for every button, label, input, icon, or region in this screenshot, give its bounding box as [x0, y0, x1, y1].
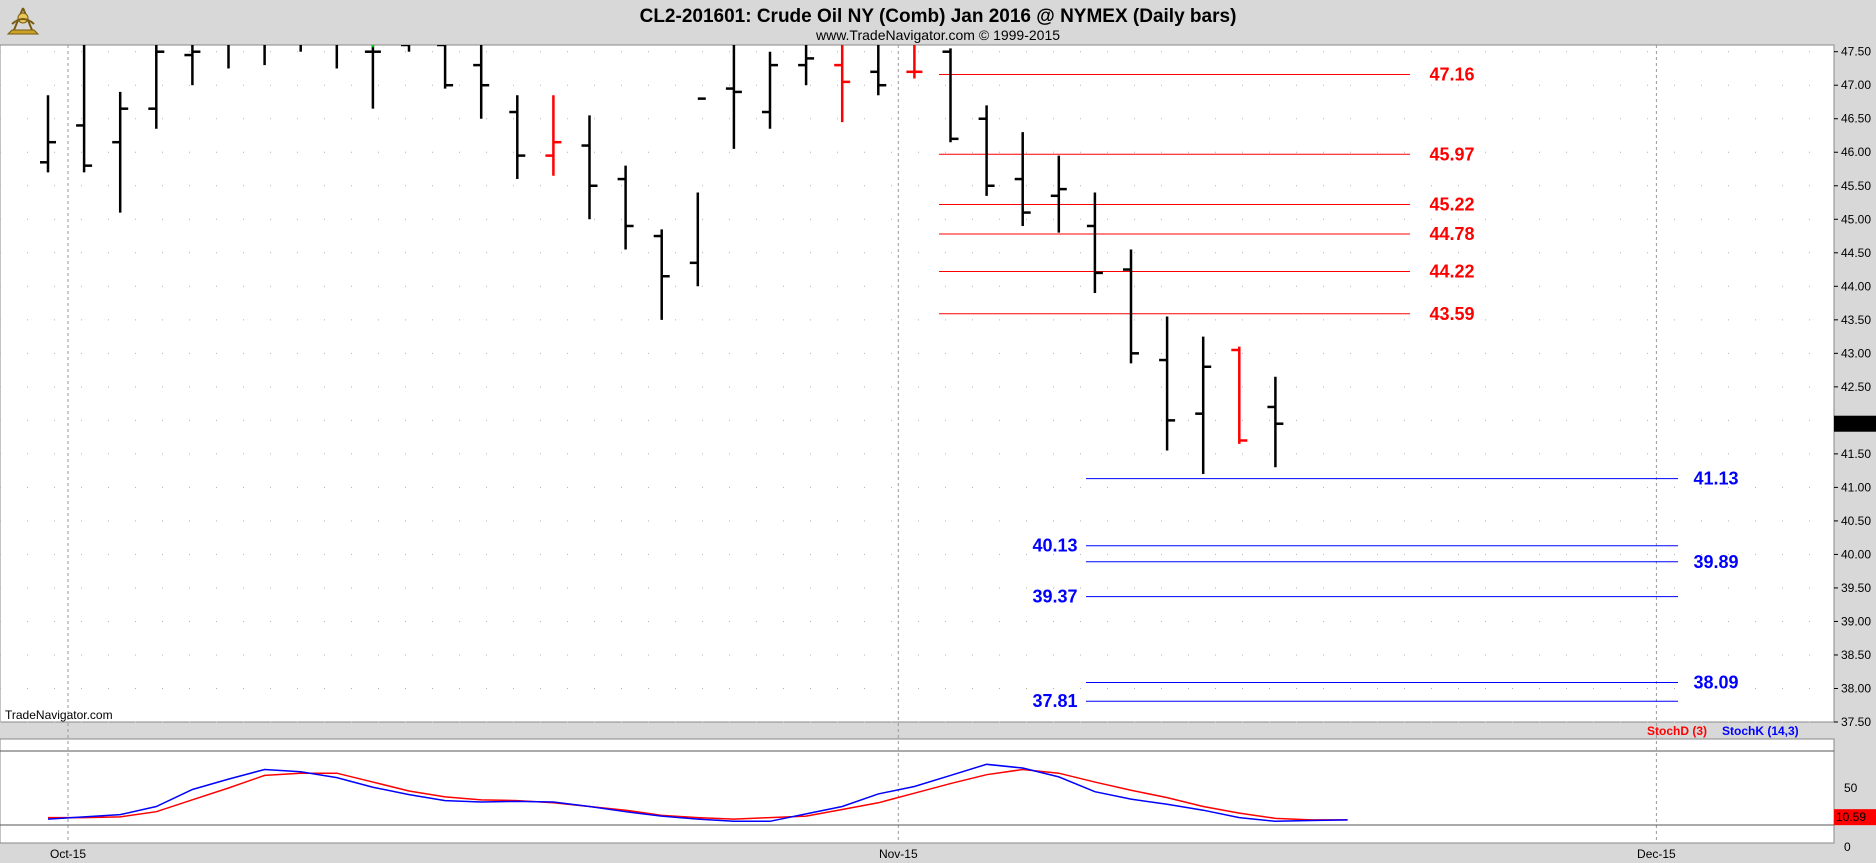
support-label: 41.13: [1693, 469, 1738, 489]
ohlc-bar: [762, 51, 778, 129]
ohlc-bar: [1123, 249, 1139, 364]
last-price-label: 41.95: [1836, 417, 1866, 431]
support-label: 38.09: [1693, 672, 1738, 692]
ohlc-bar: [227, 45, 230, 69]
ohlc-bar: [689, 97, 706, 287]
ohlc-bar: [1086, 192, 1103, 294]
price-tick-label: 39.50: [1841, 581, 1871, 595]
price-tick-label: 47.00: [1841, 78, 1871, 92]
ohlc-bar: [942, 48, 959, 143]
ohlc-bar: [1195, 336, 1212, 474]
price-tick-label: 41.00: [1841, 480, 1871, 494]
support-label: 40.13: [1032, 536, 1077, 556]
price-tick-label: 40.50: [1841, 514, 1871, 528]
ohlc-bar: [581, 115, 598, 220]
ohlc-bar: [906, 45, 923, 79]
price-tick-label: 46.50: [1841, 112, 1871, 126]
support-label: 37.81: [1032, 691, 1077, 711]
resistance-label: 44.78: [1429, 224, 1474, 244]
price-tick-label: 41.50: [1841, 447, 1871, 461]
price-panel: [0, 44, 1835, 723]
ohlc-bar: [1231, 346, 1248, 444]
ohlc-bar: [76, 45, 93, 173]
price-tick-label: 45.00: [1841, 212, 1871, 226]
sextant-logo-icon: [6, 7, 40, 35]
x-tick-label: Dec-15: [1637, 847, 1676, 861]
watermark: TradeNavigator.com: [5, 708, 113, 722]
price-tick-label: 44.00: [1841, 279, 1871, 293]
stoch-k-line: [47, 763, 1348, 823]
price-tick-label: 39.00: [1841, 614, 1871, 628]
ohlc-bar: [834, 45, 851, 123]
ohlc-bar: [112, 91, 129, 213]
resistance-label: 43.59: [1429, 304, 1474, 324]
y-axis-strip: [1834, 45, 1876, 843]
stoch-tick-label: 0: [1844, 840, 1851, 854]
price-tick-label: 42.50: [1841, 380, 1871, 394]
ohlc-bar: [978, 105, 995, 196]
ohlc-bar: [184, 45, 201, 86]
stoch-d-line: [48, 768, 1348, 821]
ohlc-bar: [798, 45, 815, 86]
price-tick-label: 38.50: [1841, 648, 1871, 662]
ohlc-bar: [1159, 316, 1176, 451]
last-price-badge: [1834, 415, 1876, 432]
resistance-label: 44.22: [1429, 262, 1474, 282]
stoch-d-legend: StochD (3): [1647, 724, 1707, 738]
header-bar: [0, 0, 1876, 45]
ohlc-bar: [1014, 132, 1031, 226]
support-label: 39.37: [1032, 587, 1077, 607]
ohlc-bar: [653, 229, 670, 320]
price-tick-label: 40.00: [1841, 547, 1871, 561]
price-tick-label: 46.00: [1841, 145, 1871, 159]
ohlc-bar: [299, 45, 302, 52]
ohlc-bar: [473, 45, 490, 119]
price-tick-label: 37.50: [1841, 715, 1871, 729]
ohlc-bar: [401, 45, 411, 52]
ohlc-bar: [870, 45, 887, 96]
resistance-label: 45.97: [1429, 144, 1474, 164]
x-axis-strip: [0, 843, 1876, 863]
support-label: 39.89: [1693, 552, 1738, 572]
ohlc-bar: [40, 95, 56, 173]
stoch-last-badge: [1834, 809, 1876, 826]
stoch-last-label: 10.59: [1836, 810, 1866, 824]
panel-separator: [0, 722, 1876, 739]
price-tick-label: 43.50: [1841, 313, 1871, 327]
ohlc-bar: [617, 165, 634, 250]
ohlc-bar: [509, 95, 526, 180]
stoch-k-legend: StochK (14,3): [1722, 724, 1799, 738]
price-tick-label: 38.00: [1841, 681, 1871, 695]
stoch-panel: [0, 738, 1835, 844]
ohlc-bar: [545, 95, 562, 176]
price-tick-label: 44.50: [1841, 246, 1871, 260]
ohlc-bar: [148, 45, 165, 129]
resistance-label: 47.16: [1429, 64, 1474, 84]
ohlc-bar: [263, 45, 266, 66]
chart-title: CL2-201601: Crude Oil NY (Comb) Jan 2016…: [640, 6, 1237, 27]
ohlc-bar: [1050, 155, 1067, 233]
price-tick-label: 43.00: [1841, 346, 1871, 360]
chart-subtitle: www.TradeNavigator.com © 1999-2015: [815, 27, 1060, 43]
ohlc-bar: [1267, 376, 1284, 468]
resistance-label: 45.22: [1429, 195, 1474, 215]
x-tick-label: Oct-15: [50, 847, 86, 861]
ohlc-bar: [437, 45, 454, 89]
ohlc-bar: [364, 45, 381, 109]
price-tick-label: 47.50: [1841, 45, 1871, 59]
x-tick-label: Nov-15: [879, 847, 918, 861]
ohlc-bar: [725, 45, 742, 149]
stoch-tick-label: 50: [1844, 781, 1858, 795]
price-tick-label: 45.50: [1841, 179, 1871, 193]
ohlc-bar: [335, 45, 339, 69]
